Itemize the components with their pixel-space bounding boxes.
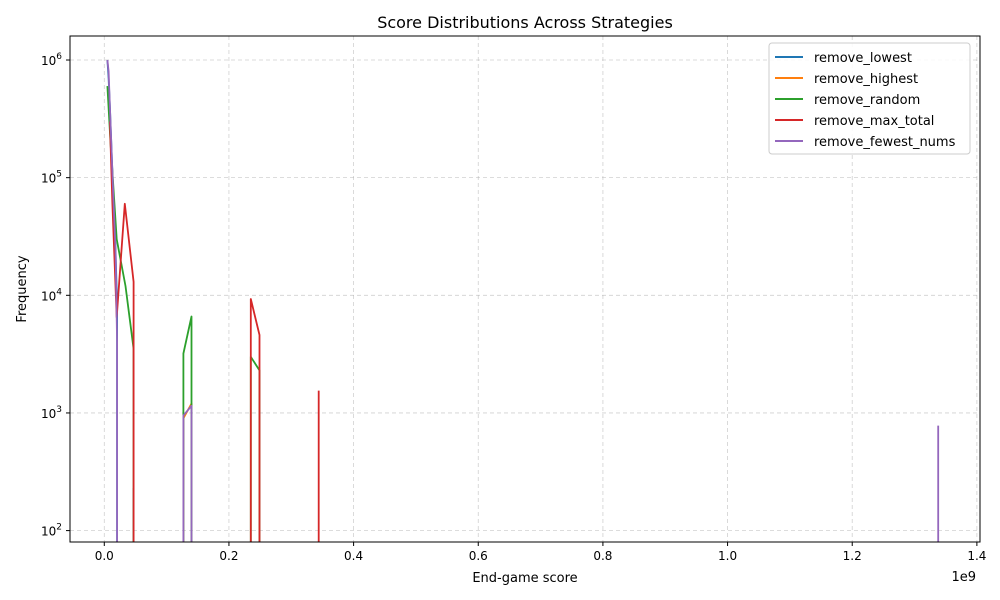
y-tick-label: 104 (41, 287, 62, 303)
y-tick-base: 10 (41, 172, 56, 186)
x-tick-label: 1.2 (843, 549, 862, 563)
x-tick-label: 0.8 (593, 549, 612, 563)
grid-lines (70, 36, 980, 542)
x-tick-label: 0.4 (344, 549, 363, 563)
y-tick-base: 10 (41, 407, 56, 421)
x-tick-label: 0.6 (469, 549, 488, 563)
x-tick-label: 0.0 (95, 549, 114, 563)
x-axis-offset-label: 1e9 (951, 570, 976, 585)
legend-box (768, 42, 971, 155)
x-tick-label: 0.2 (219, 549, 238, 563)
x-axis-ticks: 0.0 0.2 0.4 0.6 0.8 1.0 1.2 1.4 (95, 542, 986, 563)
legend-label: remove_max_total (814, 114, 934, 129)
y-tick-base: 10 (41, 289, 56, 303)
y-tick-label: 102 (41, 523, 62, 539)
legend-label: remove_lowest (814, 51, 912, 66)
y-tick-label: 103 (41, 405, 62, 421)
y-tick-exponent: 3 (56, 405, 62, 415)
y-tick-exponent: 5 (56, 170, 62, 180)
chart-title: Score Distributions Across Strategies (377, 13, 673, 32)
y-tick-label: 105 (41, 170, 62, 186)
y-tick-label: 106 (41, 52, 62, 68)
legend-label: remove_random (814, 93, 920, 108)
y-tick-exponent: 2 (56, 523, 62, 533)
x-tick-label: 1.4 (967, 549, 986, 563)
legend: remove_lowest remove_highest remove_random… (768, 42, 971, 155)
series-line-remove-fewest-nums (106, 59, 940, 542)
y-axis-label: Frequency (15, 255, 30, 322)
legend-label: remove_highest (814, 72, 918, 87)
x-axis-label: End-game score (472, 571, 577, 586)
series-lines (106, 59, 940, 542)
y-tick-exponent: 6 (56, 52, 62, 62)
y-tick-base: 10 (41, 54, 56, 68)
x-tick-label: 1.0 (718, 549, 737, 563)
plot-frame (69, 35, 981, 543)
y-tick-base: 10 (41, 525, 56, 539)
legend-label: remove_fewest_nums (814, 135, 956, 150)
y-tick-exponent: 4 (56, 287, 62, 297)
